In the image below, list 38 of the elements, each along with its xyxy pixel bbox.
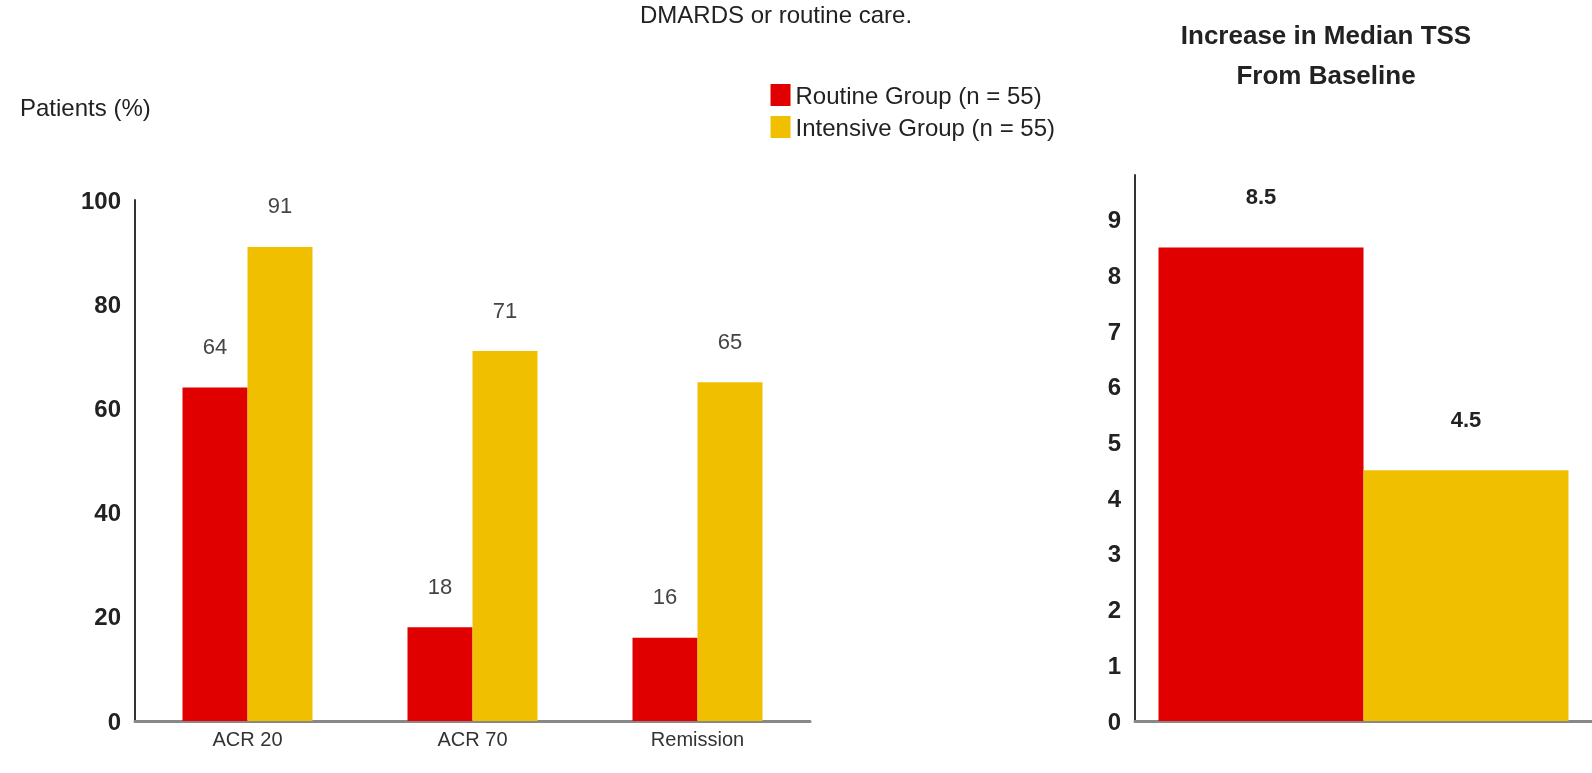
bar: [247, 246, 313, 721]
data-label: 16: [652, 584, 678, 610]
chart-title: Increase in Median TSS From Baseline: [1180, 20, 1472, 90]
y-tick-label: 0: [1107, 707, 1121, 735]
y-axis-title: Patients (%): [20, 93, 151, 121]
x-tick-label: ACR 20: [212, 728, 283, 750]
data-label: 71: [492, 297, 518, 323]
legend-label: Routine Group (n = 55): [795, 81, 1042, 109]
y-tick-label: 2: [1107, 596, 1121, 624]
y-tick-label: 80: [94, 290, 121, 318]
y-tick-label: 4: [1107, 484, 1122, 512]
x-tick-label: Remission: [650, 728, 745, 750]
bar: [472, 351, 538, 721]
bar: [182, 387, 248, 721]
y-tick-label: 0: [107, 707, 121, 735]
y-tick-label: 6: [1107, 373, 1121, 401]
y-tick-label: 1: [1107, 651, 1121, 679]
data-label: 64: [202, 334, 228, 360]
y-tick-label: 20: [94, 603, 121, 631]
y-tick-label: 60: [94, 394, 121, 422]
legend-label: Intensive Group (n = 55): [795, 113, 1056, 141]
y-tick-label: 3: [1107, 540, 1121, 568]
y-tick-label: 40: [94, 499, 121, 527]
data-label: 4.5: [1450, 406, 1482, 432]
text: DMARDS or routine care.: [640, 0, 913, 28]
x-tick-label: ACR 70: [437, 728, 508, 750]
bar: [697, 382, 763, 721]
y-tick-label: 7: [1107, 317, 1121, 345]
y-tick-label: 9: [1107, 206, 1121, 234]
bar: [632, 637, 698, 721]
data-label: 65: [717, 328, 743, 354]
y-tick-label: 8: [1107, 261, 1121, 289]
y-tick-label: 5: [1107, 428, 1121, 456]
bar: [407, 627, 473, 721]
data-label: 8.5: [1245, 183, 1277, 209]
data-label: 18: [427, 573, 453, 599]
y-tick-label: 100: [80, 186, 121, 214]
data-label: 91: [267, 193, 293, 219]
